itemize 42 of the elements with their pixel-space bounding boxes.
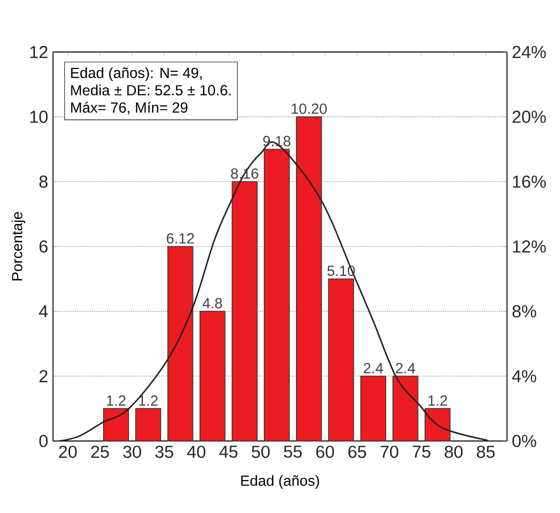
x-tick-label: 50: [252, 446, 270, 458]
x-tick-label: 85: [476, 446, 495, 458]
x-tick-label: 75: [412, 446, 430, 458]
x-axis-title: Edad (años): [241, 475, 320, 489]
x-tick-label: 20: [59, 446, 77, 458]
y-tick-label: 8: [39, 176, 48, 188]
annotation: Máx= 76, Mín= 29: [71, 102, 188, 114]
annotation: 2.4: [396, 362, 416, 374]
y2-tick-label: 24%: [512, 46, 546, 58]
annotation: 1.2: [106, 395, 126, 406]
y2-tick-label: 8%: [512, 305, 536, 318]
annotation: 6.12: [166, 233, 194, 244]
y-tick-label: 12: [30, 46, 48, 58]
annotation: 10.20: [292, 104, 327, 114]
annotation: 2.4: [364, 362, 384, 374]
x-tick-label: 80: [444, 446, 463, 458]
annotation: 4.8: [202, 298, 222, 308]
x-tick-label: 30: [123, 446, 142, 458]
y-tick-label: 4: [39, 305, 48, 318]
y2-tick-label: 0%: [512, 434, 536, 448]
y2-tick-label: 16%: [513, 176, 546, 188]
x-tick-label: 25: [91, 446, 109, 458]
annotation: Edad (años): N= 49,: [71, 67, 202, 81]
x-tick-label: 55: [284, 446, 302, 458]
annotation: 1.2: [139, 395, 158, 406]
y-axis-title: Porcentaje: [12, 212, 26, 280]
annotation: 1.2: [428, 395, 448, 406]
y2-tick-label: 4%: [512, 370, 536, 382]
x-tick-label: 40: [187, 446, 206, 458]
x-tick-label: 60: [316, 446, 334, 458]
y-tick-label: 2: [40, 370, 48, 382]
x-tick-label: 35: [155, 446, 174, 458]
y-tick-label: 0: [39, 434, 48, 448]
x-tick-label: 70: [380, 446, 398, 458]
x-tick-label: 45: [219, 446, 238, 458]
y-tick-label: 6: [40, 240, 48, 253]
annotation: Media ± DE: 52.5 ± 10.6.: [71, 84, 231, 96]
y2-tick-label: 12%: [513, 240, 546, 253]
y-tick-label: 10: [30, 110, 48, 123]
annotation: 9.18: [263, 136, 290, 146]
x-tick-label: 65: [348, 446, 366, 458]
y2-tick-label: 20%: [512, 110, 546, 123]
